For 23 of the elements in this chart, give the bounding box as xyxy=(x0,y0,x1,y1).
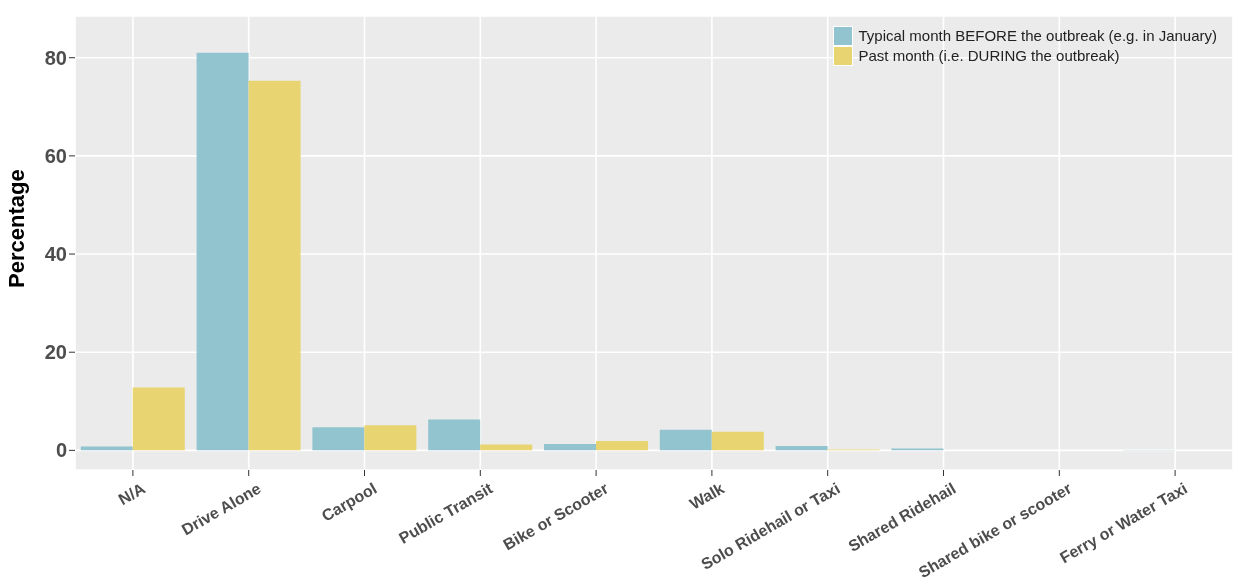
bar xyxy=(711,431,764,451)
y-tick-label: 0 xyxy=(55,439,67,462)
y-tick-label: 40 xyxy=(44,243,67,266)
bar xyxy=(312,427,365,451)
bar xyxy=(775,445,828,451)
bar xyxy=(428,419,481,451)
y-tick-label: 60 xyxy=(44,144,67,167)
bar xyxy=(543,443,596,451)
bar xyxy=(364,425,417,451)
legend-label: Past month (i.e. DURING the outbreak) xyxy=(858,46,1120,66)
y-tick-label: 80 xyxy=(44,46,67,69)
bar xyxy=(248,80,301,451)
bar xyxy=(480,444,533,451)
y-axis-title: Percentage xyxy=(3,169,29,288)
x-tick-label: Walk xyxy=(686,479,728,513)
bar xyxy=(196,52,249,451)
y-tick-label: 20 xyxy=(44,341,67,364)
bar xyxy=(132,387,185,451)
legend-label: Typical month BEFORE the outbreak (e.g. in January) xyxy=(858,26,1217,46)
x-tick-label: N/A xyxy=(115,479,149,509)
bar xyxy=(80,446,133,451)
bar xyxy=(659,429,712,451)
bar xyxy=(595,441,648,451)
